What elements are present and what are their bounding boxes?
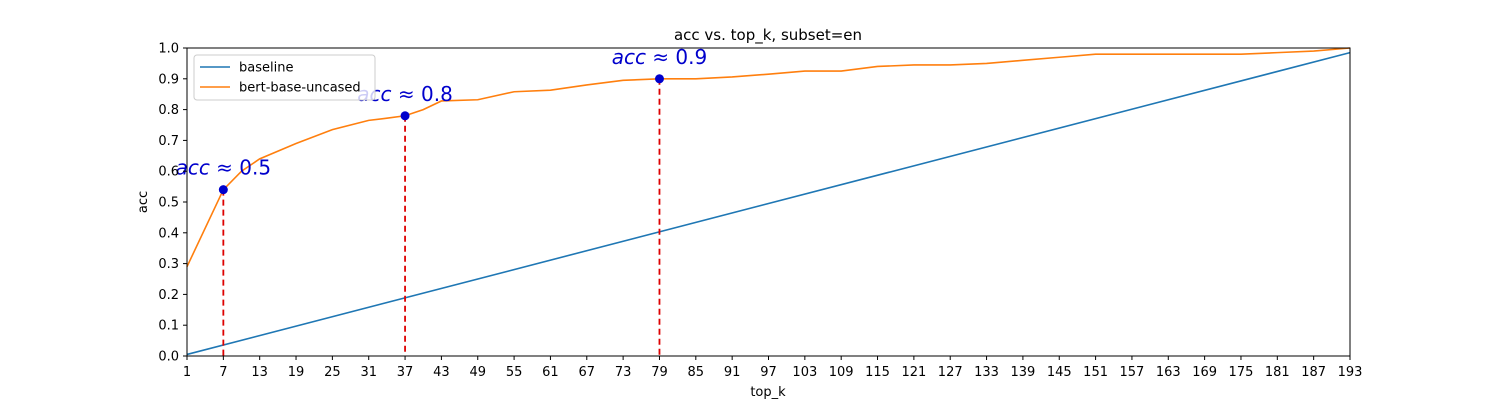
x-tick-label-16: 97 <box>760 365 777 380</box>
y-tick-label-8: 0.8 <box>158 103 179 118</box>
x-tick-label-21: 127 <box>938 365 963 380</box>
legend-label-0: baseline <box>239 61 293 76</box>
y-tick-label-7: 0.7 <box>158 134 179 149</box>
x-tick-label-2: 13 <box>251 365 268 380</box>
x-tick-label-31: 187 <box>1301 365 1326 380</box>
x-tick-label-15: 91 <box>724 365 741 380</box>
marker-point-0 <box>218 185 228 195</box>
y-axis-label: acc <box>136 191 151 213</box>
x-tick-label-28: 169 <box>1192 365 1217 380</box>
marker-annotation-0: acc ≈ 0.5 <box>176 156 272 180</box>
x-tick-label-17: 103 <box>792 365 817 380</box>
x-tick-label-14: 85 <box>688 365 705 380</box>
x-tick-label-25: 151 <box>1083 365 1108 380</box>
marker-point-2 <box>654 74 664 84</box>
x-tick-label-23: 139 <box>1010 365 1035 380</box>
y-tick-label-1: 0.1 <box>158 319 179 334</box>
y-tick-label-10: 1.0 <box>158 42 179 57</box>
y-tick-label-2: 0.2 <box>158 288 179 303</box>
x-tick-label-24: 145 <box>1047 365 1072 380</box>
x-tick-label-20: 121 <box>901 365 926 380</box>
x-tick-label-11: 67 <box>579 365 596 380</box>
legend-label-1: bert-base-uncased <box>239 81 361 96</box>
x-tick-label-10: 61 <box>542 365 559 380</box>
x-tick-label-3: 19 <box>288 365 305 380</box>
x-tick-label-22: 133 <box>974 365 999 380</box>
x-tick-label-30: 181 <box>1265 365 1290 380</box>
chart-title: acc vs. top_k, subset=en <box>674 26 862 45</box>
legend: baseline bert-base-uncased <box>193 54 376 101</box>
x-tick-label-29: 175 <box>1229 365 1254 380</box>
x-tick-label-8: 49 <box>469 365 486 380</box>
series-line-0 <box>186 51 1351 356</box>
y-tick-label-4: 0.4 <box>158 226 179 241</box>
x-tick-label-27: 163 <box>1156 365 1181 380</box>
marker-point-1 <box>400 111 410 121</box>
x-tick-label-26: 157 <box>1120 365 1145 380</box>
y-tick-label-6: 0.6 <box>158 165 179 180</box>
x-tick-label-4: 25 <box>324 365 341 380</box>
x-tick-label-7: 43 <box>433 365 450 380</box>
x-tick-label-19: 115 <box>865 365 890 380</box>
x-tick-label-18: 109 <box>829 365 854 380</box>
y-tick-label-5: 0.5 <box>158 196 179 211</box>
marker-annotation-2: acc ≈ 0.9 <box>612 45 708 69</box>
x-tick-label-6: 37 <box>397 365 414 380</box>
x-tick-label-0: 1 <box>183 365 191 380</box>
series-line-1 <box>186 47 1351 268</box>
x-axis-label: top_k <box>750 385 786 400</box>
x-tick-label-12: 73 <box>615 365 632 380</box>
y-tick-label-3: 0.3 <box>158 257 179 272</box>
x-tick-label-9: 55 <box>506 365 523 380</box>
x-tick-label-5: 31 <box>360 365 377 380</box>
legend-box <box>193 54 376 101</box>
y-tick-label-0: 0.0 <box>158 350 179 365</box>
y-tick-label-9: 0.9 <box>158 72 179 87</box>
x-tick-label-13: 79 <box>651 365 668 380</box>
x-tick-label-1: 7 <box>219 365 227 380</box>
x-tick-label-32: 193 <box>1338 365 1363 380</box>
